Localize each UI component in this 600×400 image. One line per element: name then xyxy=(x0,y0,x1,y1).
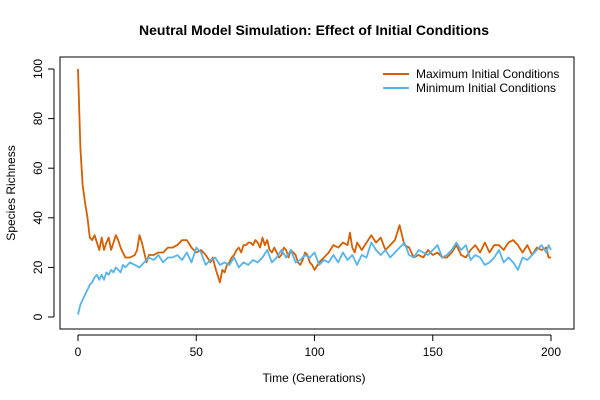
y-axis-label: Species Richness xyxy=(4,145,18,240)
y-tick-label: 40 xyxy=(31,211,45,225)
x-tick-label: 0 xyxy=(75,345,82,359)
x-tick-label: 150 xyxy=(423,345,443,359)
legend-label-minimum: Minimum Initial Conditions xyxy=(416,81,556,95)
y-tick-label: 60 xyxy=(31,161,45,175)
y-tick-label: 20 xyxy=(31,260,45,274)
y-tick-label: 100 xyxy=(31,59,45,79)
x-axis-label: Time (Generations) xyxy=(263,371,366,385)
y-tick-label: 0 xyxy=(31,313,45,320)
x-tick-label: 50 xyxy=(190,345,204,359)
y-tick-label: 80 xyxy=(31,112,45,126)
y-axis: 0 20 40 60 80 100 xyxy=(31,59,55,320)
series-group xyxy=(77,68,552,315)
x-tick-label: 200 xyxy=(541,345,561,359)
chart-title: Neutral Model Simulation: Effect of Init… xyxy=(139,22,489,38)
series-line-minimum xyxy=(77,241,552,315)
legend-label-maximum: Maximum Initial Conditions xyxy=(416,67,559,81)
plot-frame xyxy=(59,56,575,330)
x-tick-label: 100 xyxy=(304,345,324,359)
series-line-maximum xyxy=(77,68,551,284)
x-axis: 0 50 100 150 200 xyxy=(75,334,561,359)
